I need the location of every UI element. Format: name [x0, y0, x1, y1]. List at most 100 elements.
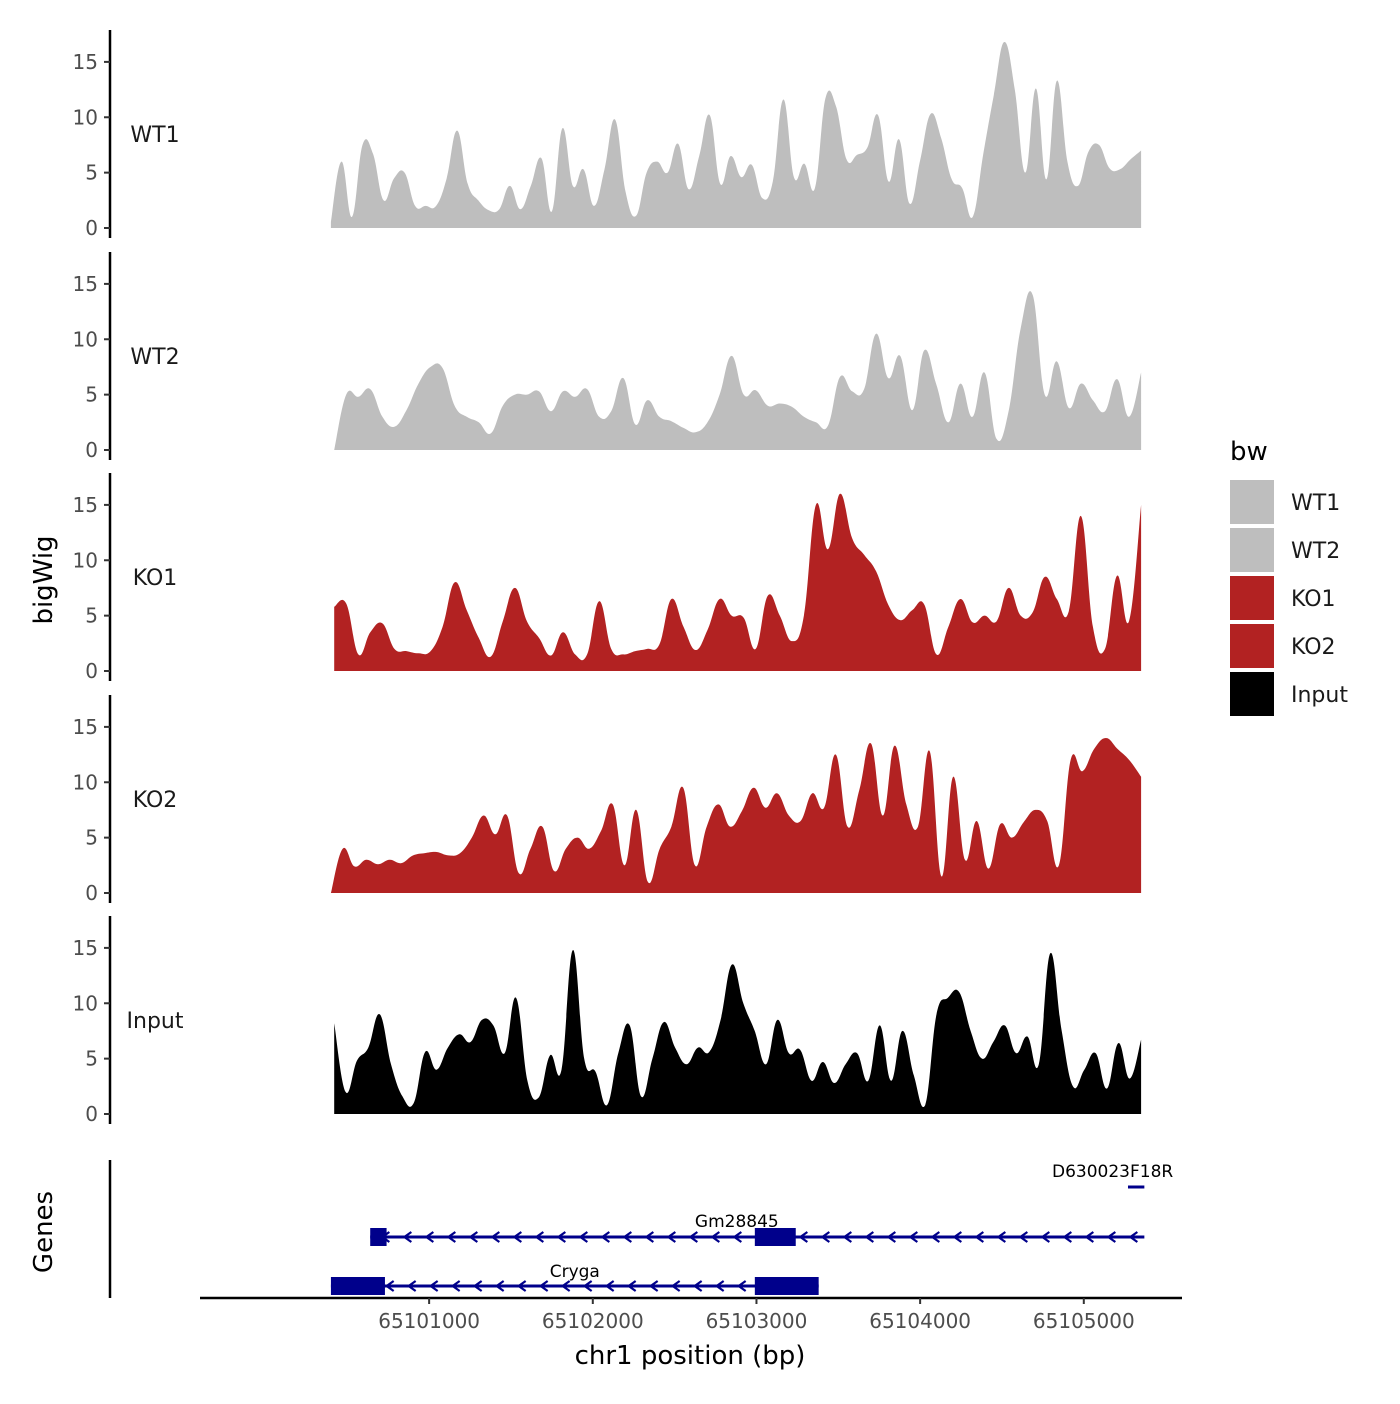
gene-d630023f18r: D630023F18R	[1052, 1162, 1173, 1189]
coverage-area-wt1	[330, 41, 1142, 229]
legend-key-wt1	[1230, 480, 1274, 524]
track-label-input: Input	[127, 1009, 184, 1034]
y-tick-label: 10	[73, 327, 98, 351]
strand-arrow	[714, 1280, 725, 1292]
coverage-area-ko1	[334, 493, 1142, 671]
strand-arrow	[908, 1231, 918, 1243]
track-label-wt1: WT1	[130, 123, 179, 148]
strand-arrow	[666, 1231, 676, 1243]
track-label-ko2: KO2	[133, 788, 178, 813]
track-panel-ko2: 0 5 10 15 KO2	[73, 695, 1142, 905]
strand-arrow	[582, 1280, 593, 1292]
y-tick-label: 10	[73, 548, 98, 572]
y-tick-label: 10	[73, 991, 98, 1015]
y-tick-label: 10	[73, 105, 98, 129]
strand-arrow	[472, 1280, 483, 1292]
y-tick-label: 0	[85, 881, 98, 905]
y-tick-label: 0	[85, 216, 98, 240]
x-tick-label: 65103000	[706, 1309, 808, 1333]
y-tick-label: 5	[85, 161, 98, 185]
strand-arrow	[842, 1231, 852, 1243]
x-tick-label: 65102000	[542, 1309, 644, 1333]
track-label-ko1: KO1	[133, 566, 178, 591]
legend-key-ko1	[1230, 576, 1274, 620]
strand-arrow	[930, 1231, 940, 1243]
strand-arrow	[974, 1231, 984, 1243]
strand-arrow	[1084, 1231, 1094, 1243]
legend-key-input	[1230, 672, 1274, 716]
strand-arrow	[578, 1231, 588, 1243]
strand-arrow	[644, 1231, 654, 1243]
strand-arrow	[468, 1231, 478, 1243]
strand-arrow	[864, 1231, 874, 1243]
legend-title: bw	[1230, 437, 1268, 467]
strand-arrow	[534, 1231, 544, 1243]
gene-cryga: Cryga	[330, 1262, 819, 1295]
strand-arrow	[688, 1231, 698, 1243]
strand-arrow	[1062, 1231, 1072, 1243]
y-tick-label: 5	[85, 1047, 98, 1071]
strand-arrow	[1040, 1231, 1050, 1243]
gene-label: Cryga	[550, 1262, 600, 1282]
strand-arrow	[736, 1280, 747, 1292]
y-tick-label: 0	[85, 438, 98, 462]
tracks-group: 0 5 10 15 WT1 0 5 10 15 WT2 0 5 10 15 KO1 0 5 10 15 KO2 0 5 10…	[73, 30, 1142, 1126]
strand-arrow	[516, 1280, 527, 1292]
strand-arrow	[494, 1280, 505, 1292]
gene-exon	[754, 1228, 796, 1246]
legend-label-wt2: WT2	[1291, 539, 1340, 564]
legend-label-ko2: KO2	[1291, 635, 1336, 660]
track-label-wt2: WT2	[130, 345, 179, 370]
y-tick-label: 15	[73, 715, 98, 739]
strand-arrow	[1106, 1231, 1116, 1243]
y-tick-label: 0	[85, 1102, 98, 1126]
strand-arrow	[538, 1280, 549, 1292]
strand-arrow	[604, 1280, 615, 1292]
strand-arrow	[402, 1231, 412, 1243]
strand-arrow	[996, 1231, 1006, 1243]
gene-exon	[754, 1277, 819, 1295]
strand-arrow	[670, 1280, 681, 1292]
legend-label-wt1: WT1	[1291, 491, 1340, 516]
strand-arrow	[490, 1231, 500, 1243]
genes-axis-title: Genes	[29, 1191, 59, 1273]
y-tick-label: 5	[85, 383, 98, 407]
strand-arrow	[820, 1231, 830, 1243]
y-tick-label: 0	[85, 659, 98, 683]
strand-arrow	[406, 1280, 417, 1292]
strand-arrow	[648, 1280, 659, 1292]
strand-arrow	[512, 1231, 522, 1243]
legend-key-ko2	[1230, 624, 1274, 668]
y-tick-label: 15	[73, 936, 98, 960]
strand-arrow	[428, 1280, 439, 1292]
strand-arrow	[446, 1231, 456, 1243]
gene-exon	[330, 1277, 385, 1295]
y-tick-label: 5	[85, 604, 98, 628]
strand-arrow	[1128, 1231, 1138, 1243]
strand-arrow	[600, 1231, 610, 1243]
track-panel-input: 0 5 10 15 Input	[73, 916, 1142, 1126]
legend: bw WT1 WT2 KO1 KO2 Input	[1230, 437, 1348, 716]
y-tick-label: 15	[73, 272, 98, 296]
legend-key-wt2	[1230, 528, 1274, 572]
strand-arrow	[560, 1280, 571, 1292]
x-axis-title: chr1 position (bp)	[575, 1341, 806, 1371]
strand-arrow	[732, 1231, 742, 1243]
legend-label-ko1: KO1	[1291, 587, 1336, 612]
strand-arrow	[692, 1280, 703, 1292]
gene-label: Gm28845	[695, 1212, 779, 1232]
gene-exon	[370, 1228, 387, 1246]
x-tick-label: 65101000	[378, 1309, 480, 1333]
coverage-area-input	[334, 950, 1142, 1114]
strand-arrow	[424, 1231, 434, 1243]
strand-arrow	[886, 1231, 896, 1243]
strand-arrow	[710, 1231, 720, 1243]
x-tick-label: 65104000	[869, 1309, 971, 1333]
y-tick-label: 15	[73, 493, 98, 517]
strand-arrow	[798, 1231, 808, 1243]
strand-arrow	[450, 1280, 461, 1292]
strand-arrow	[952, 1231, 962, 1243]
y-axis-title: bigWig	[29, 535, 59, 624]
y-tick-label: 10	[73, 770, 98, 794]
